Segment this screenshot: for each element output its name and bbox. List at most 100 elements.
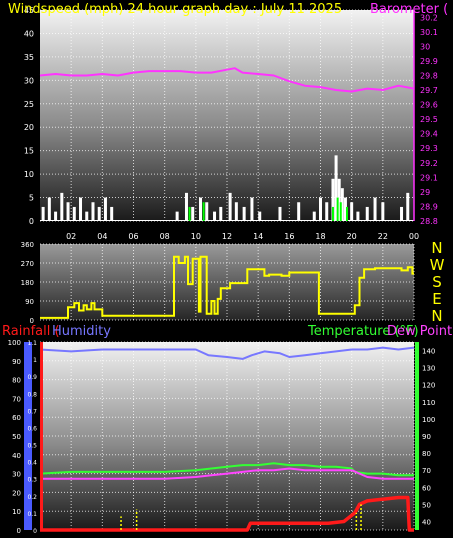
y-tick-label: 20 [12,489,21,497]
y-tick-label: 140 [422,348,435,356]
y-tick-label: 25 [24,100,34,109]
y-tick-label: 0.8 [27,391,37,398]
humidity-axis-bar [24,342,32,530]
y-tick-label: 10 [12,508,21,516]
compass-letter: N [431,307,442,325]
wind-bar [79,197,83,221]
x-tick-label: 00 [409,232,419,241]
y-tick-label: 50 [12,433,21,441]
wind-bar [350,202,354,221]
dewpoint-title: Dew Point [387,324,452,339]
x-tick-label: 02 [66,232,76,241]
wind-bar [199,197,203,221]
humidity-line [39,346,415,360]
rainfall-line [40,495,414,532]
wind-bar [343,197,347,221]
y-tick-label: 180 [21,279,34,287]
compass-letter: S [432,273,442,291]
x-tick-label: 22 [378,232,388,241]
y-tick-label: 100 [422,416,435,424]
y-tick-label: 90 [422,433,431,441]
x-tick-label: 16 [284,232,294,241]
wind-bar [41,206,45,221]
y-tick-label: 60 [12,414,21,422]
y-tick-label: 0.7 [27,408,37,415]
barometer-line [39,67,415,93]
y-tick-label: 10 [24,170,34,179]
y-tick-label: 0.3 [27,477,37,484]
wind-bar [91,202,95,221]
direction-marks [40,255,414,319]
temp-marks [39,346,415,532]
y-tick-label: 100 [8,339,21,347]
y-tick-label: 0 [29,217,34,226]
wind-bar [337,178,341,221]
y-tick-label: 0.1 [27,511,37,518]
y-tick-label: 29.6 [420,101,438,110]
y-tick-label: 1.1 [27,340,37,347]
wind-bar [72,206,76,221]
humidity-y-axis: 0 10 20 30 40 50 60 70 80 90 100 [8,339,21,535]
y-tick-label: 80 [422,450,431,458]
rain-axis-bar [40,342,43,530]
wind-bar [184,192,188,221]
wind-bar [258,211,262,221]
x-tick-label: 12 [222,232,232,241]
y-tick-label: 29.7 [420,86,438,95]
barometer-y-axis: 28.8 28.9 29 29.1 29.2 29.3 29.4 29.5 29.6 29.7 29… [420,13,438,226]
x-tick-label: 08 [160,232,170,241]
x-tick-label: 06 [128,232,138,241]
wind-x-axis: 02 04 06 08 10 12 14 16 18 20 22 00 [66,232,419,241]
y-tick-label: 35 [24,53,34,62]
temperature-line [39,462,414,477]
y-tick-label: 30 [12,471,21,479]
wind-bar [297,202,301,221]
y-tick-label: 0 [17,527,21,535]
wind-bar [103,197,107,221]
y-tick-label: 29 [420,188,430,197]
y-tick-label: 110 [422,399,435,407]
y-tick-label: 80 [12,377,21,385]
wind-bar [175,211,179,221]
wind-bar [191,206,195,221]
wind-bar [325,202,329,221]
y-tick-label: 29.9 [420,57,438,66]
y-tick-label: 130 [422,365,435,373]
y-tick-label: 0 [33,528,37,535]
wind-bar [60,192,64,221]
wind-bar [381,202,385,221]
y-tick-label: 0.9 [27,374,37,381]
wind-bar [85,211,89,221]
wind-bar [242,206,246,221]
wind-bar [205,202,209,221]
rain-y-axis: 0 0.1 0.2 0.3 0.4 0.5 0.6 0.7 0.8 0.9 1 1.1 [27,340,37,535]
y-tick-label: 40 [422,518,431,526]
y-tick-label: 29.4 [420,130,438,139]
wind-bar [278,206,282,221]
wind-bar [319,197,322,221]
wind-marks [39,67,415,221]
y-tick-label: 1 [33,357,37,364]
rainfall-title: Rainfall ( [2,324,60,339]
y-tick-label: 70 [12,395,21,403]
dew-point-line [40,467,414,480]
wind-bar [219,206,223,221]
wind-bar [400,206,404,221]
wind-graph-title: Windspeed (mph) 24 hour graph day : July… [8,2,342,17]
wind-bar [228,192,232,221]
wind-bar [331,178,335,221]
wind-bar [250,197,254,221]
y-tick-label: 45 [24,6,34,15]
y-tick-label: 15 [24,147,34,156]
temperature-axis-bar [415,342,419,530]
y-tick-label: 30.1 [420,28,438,37]
wind-bar [66,202,70,221]
wind-bar [312,211,316,221]
y-tick-label: 0.2 [27,494,37,501]
y-tick-label: 0.5 [27,443,37,450]
wind-grid [40,9,415,222]
